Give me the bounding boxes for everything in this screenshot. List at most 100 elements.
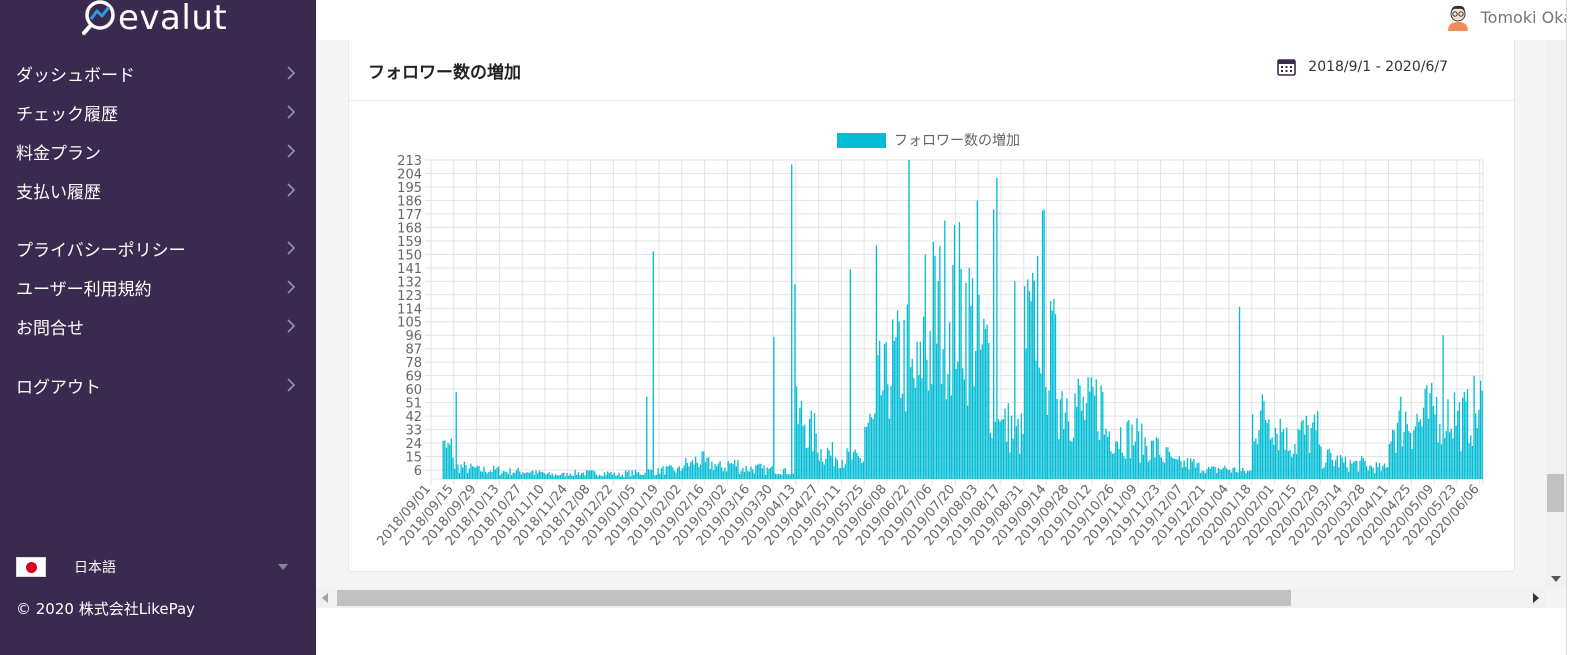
chart-bar (963, 379, 965, 479)
chart-bar (1066, 398, 1068, 479)
chart-bar (515, 470, 518, 479)
scroll-left-arrow-icon[interactable] (322, 593, 328, 603)
chart-bar (795, 386, 798, 479)
chart-bar (1264, 419, 1267, 479)
chart-bar (927, 390, 930, 479)
y-tick-label: 33 (405, 424, 422, 439)
sidebar-item-check-history[interactable]: チェック履歴 (0, 93, 316, 131)
chart-bar (823, 464, 825, 479)
chart-bar (483, 466, 485, 479)
date-range-picker[interactable]: 2018/9/1 - 2020/6/7 (1277, 58, 1448, 76)
chart-bar (918, 374, 920, 479)
chart-bar (812, 451, 814, 479)
chart-bar (1232, 468, 1234, 479)
chart-bar (1440, 444, 1443, 479)
chart-bar (681, 468, 684, 479)
chart-bar (878, 340, 881, 479)
main-content: フォロワー数の増加 2018/9/1 - 2020/6/7 フォロワー数の増加 6… (316, 40, 1593, 608)
chevron-right-icon (287, 105, 296, 119)
chart-bar (1437, 442, 1439, 479)
chart-bar (665, 466, 667, 479)
chart-bar (1291, 457, 1293, 479)
chart-bar (507, 474, 510, 479)
chart-bar (1113, 453, 1115, 479)
chart-bar (1383, 463, 1386, 479)
sidebar-item-contact[interactable]: お問合せ (0, 307, 316, 345)
chart-bar (742, 468, 744, 479)
chart-bar (481, 471, 483, 479)
horizontal-scrollbar[interactable] (316, 588, 1545, 608)
sidebar-item-logout[interactable]: ログアウト (0, 366, 316, 404)
chart-bar (471, 466, 474, 479)
chart-bar (1352, 462, 1355, 479)
sidebar-item-terms[interactable]: ユーザー利用規約 (0, 268, 316, 306)
scroll-down-arrow-icon[interactable] (1551, 576, 1561, 582)
chart-bar (561, 473, 563, 479)
chart-bar (1297, 428, 1299, 479)
chart-bar (854, 449, 856, 479)
chart-bar (991, 437, 993, 479)
chart-bar (1041, 210, 1044, 479)
chart-bar (491, 472, 493, 479)
japan-flag-icon (16, 557, 46, 577)
copyright: © 2020 株式会社LikePay (16, 600, 196, 618)
chart-bar (1133, 445, 1135, 479)
logo[interactable]: evalut (82, 0, 227, 40)
y-tick-label: 96 (405, 329, 422, 344)
chart-bar (1308, 452, 1311, 479)
chart-bar (607, 471, 609, 479)
chart-bar (1193, 458, 1195, 479)
card-title: フォロワー数の増加 (368, 63, 521, 83)
sidebar-item-dashboard[interactable]: ダッシュボード (0, 54, 316, 92)
chart-bar (1224, 465, 1226, 479)
chart-bar (945, 399, 948, 479)
scroll-right-arrow-icon[interactable] (1533, 593, 1539, 603)
chart-bar (1364, 461, 1366, 479)
chart-bar (916, 341, 918, 479)
vertical-scrollbar-thumb[interactable] (1547, 474, 1564, 512)
language-select[interactable]: 日本語 (16, 555, 296, 579)
chart-bar (496, 467, 498, 479)
y-tick-label: 123 (397, 289, 422, 304)
chart-bar (1307, 424, 1309, 479)
chevron-right-icon (287, 319, 296, 333)
chart-bar (826, 447, 829, 479)
user-menu[interactable]: Tomoki Oka (1445, 0, 1573, 34)
chart-bar (447, 442, 449, 479)
sidebar-item-pricing[interactable]: 料金プラン (0, 132, 316, 170)
sidebar-item-privacy-policy[interactable]: プライバシーポリシー (0, 229, 316, 267)
chart-bar (463, 461, 466, 479)
chart-bar (1173, 458, 1176, 479)
chart-bar (696, 462, 698, 479)
chart-bar (1212, 466, 1215, 479)
chart-bar (1056, 398, 1058, 479)
chart-bar (615, 475, 617, 479)
y-tick-label: 78 (405, 356, 422, 371)
chart-bar (919, 341, 922, 479)
chart-bar (582, 472, 584, 479)
chevron-right-icon (287, 280, 296, 294)
chart-bar (1463, 391, 1465, 479)
chart-bar (577, 472, 580, 479)
chart-bar (1398, 410, 1400, 479)
chart-bar (1147, 461, 1149, 479)
chart-bar (833, 466, 835, 479)
chart-bar (1043, 209, 1045, 479)
chart-bar (1359, 460, 1361, 479)
chart-bar (976, 200, 979, 479)
chart-bar (805, 448, 808, 479)
horizontal-scrollbar-thumb[interactable] (337, 590, 1291, 606)
chart-bar (637, 471, 640, 479)
chart-bar (1346, 467, 1348, 479)
chart-bar (776, 474, 778, 479)
chart-bar (708, 457, 710, 479)
vertical-scrollbar[interactable] (1545, 40, 1566, 588)
chart-bar (760, 463, 762, 479)
chart-bar (735, 466, 737, 479)
chart-bar (942, 349, 944, 479)
chart-bar (1274, 427, 1277, 479)
chart-bar (569, 473, 571, 479)
sidebar-item-payment-history[interactable]: 支払い履歴 (0, 171, 316, 209)
chart-bar (887, 384, 889, 479)
chart-bar (694, 456, 697, 479)
